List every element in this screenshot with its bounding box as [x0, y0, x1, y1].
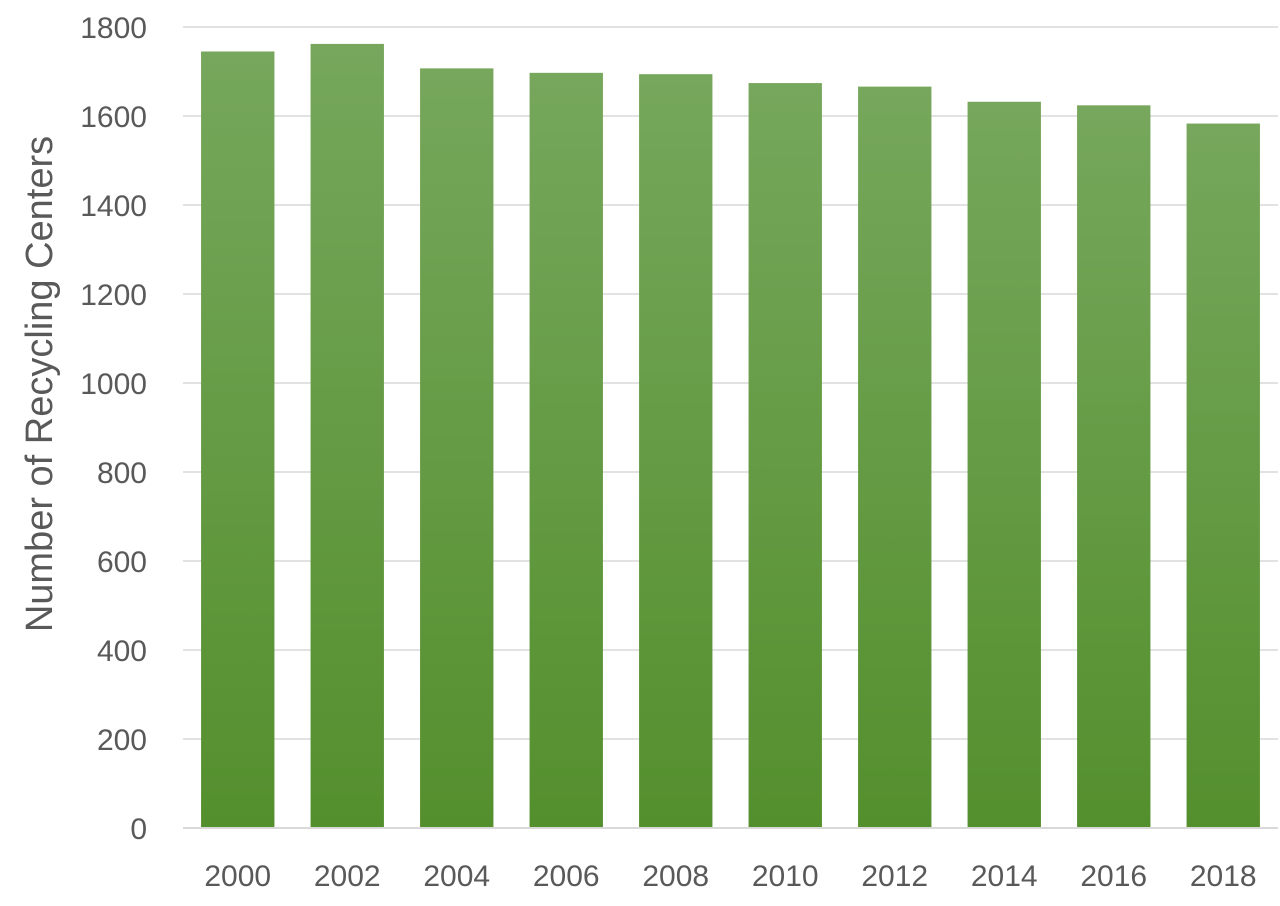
y-axis-title: Number of Recycling Centers	[19, 136, 61, 632]
bar-2004	[420, 68, 494, 828]
y-tick-label: 600	[97, 546, 147, 579]
bar-2010	[748, 83, 822, 828]
y-tick-label: 0	[130, 813, 147, 846]
bar-2018	[1186, 123, 1260, 828]
x-tick-label: 2004	[423, 860, 490, 893]
y-tick-label: 800	[97, 457, 147, 490]
bar-2002	[310, 43, 384, 829]
x-tick-label: 2006	[533, 860, 600, 893]
y-tick-label: 1200	[80, 279, 147, 312]
bar-2012	[858, 86, 932, 828]
bar-2006	[529, 72, 603, 828]
bars	[201, 43, 1260, 829]
y-tick-label: 1600	[80, 101, 147, 134]
y-tick-label: 1800	[80, 12, 147, 45]
y-tick-label: 1000	[80, 368, 147, 401]
bar-2016	[1077, 105, 1151, 828]
x-tick-label: 2012	[861, 860, 928, 893]
x-tick-label: 2000	[204, 860, 271, 893]
y-tick-label: 200	[97, 724, 147, 757]
bar-2014	[967, 101, 1041, 828]
bar-2000	[201, 51, 275, 829]
y-tick-label: 1400	[80, 190, 147, 223]
x-tick-label: 2016	[1080, 860, 1147, 893]
x-tick-label: 2014	[971, 860, 1038, 893]
x-tick-label: 2008	[642, 860, 709, 893]
x-tick-label: 2002	[314, 860, 381, 893]
y-tick-label: 400	[97, 635, 147, 668]
x-tick-label: 2010	[752, 860, 819, 893]
tick-labels: 0 200 400 600 800 1000 1200 1400 1600 1800 2000 200…	[80, 12, 1256, 893]
bar-2008	[639, 74, 713, 829]
x-tick-label: 2018	[1190, 860, 1257, 893]
